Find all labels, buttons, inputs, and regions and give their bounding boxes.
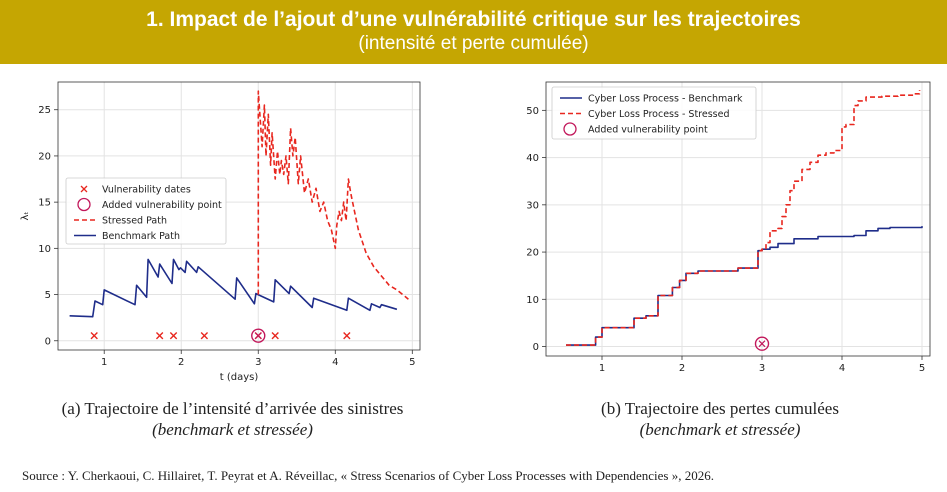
added-vulnerability-cross xyxy=(254,332,262,340)
source-note: Source : Y. Cherkaoui, C. Hillairet, T. … xyxy=(22,468,714,483)
legend-marker-circle xyxy=(77,197,91,212)
y-axis-label: λₜ xyxy=(20,212,31,221)
y-tick-label: 25 xyxy=(38,105,51,116)
legend-marker-circle xyxy=(563,122,577,136)
legend-label: Added vulnerability point xyxy=(102,200,222,211)
vulnerability-date-marker xyxy=(169,331,178,340)
x-tick-label: 2 xyxy=(679,363,685,374)
legend-label: Stressed Path xyxy=(102,216,167,227)
x-tick-label: 1 xyxy=(101,357,107,368)
caption-a-line2: (benchmark et stressée) xyxy=(152,420,313,439)
y-tick-label: 10 xyxy=(526,295,539,306)
cumulative-loss-chart-panel: 1 2 3 4 5 0 10 20 30 40 50 Cyber Loss Process - Ben… xyxy=(510,76,940,394)
y-tick-label: 50 xyxy=(526,106,539,117)
legend-marker-x xyxy=(80,185,88,193)
legend-label: Cyber Loss Process - Stressed xyxy=(588,109,730,120)
legend-box xyxy=(65,177,227,245)
page-title: 1. Impact de l’ajout d’une vulnérabilité… xyxy=(146,8,801,31)
added-vulnerability-cross xyxy=(758,340,766,348)
x-tick-label: 5 xyxy=(919,363,925,374)
x-tick-label: 3 xyxy=(759,363,765,374)
added-vulnerability-point xyxy=(754,336,770,351)
legend-box xyxy=(551,86,757,140)
caption-a: (a) Trajectoire de l’intensité d’arrivée… xyxy=(10,398,455,440)
vulnerability-date-marker xyxy=(200,331,209,340)
plot-frame xyxy=(57,81,421,351)
y-tick-label: 10 xyxy=(38,244,51,255)
vulnerability-date-marker xyxy=(155,331,164,340)
benchmark-path-line xyxy=(69,258,398,318)
added-vulnerability-point xyxy=(251,328,266,343)
y-tick-label: 20 xyxy=(38,151,51,162)
caption-b-line1: (b) Trajectoire des pertes cumulées xyxy=(601,399,839,418)
legend-label: Benchmark Path xyxy=(102,231,180,242)
y-tick-label: 40 xyxy=(526,153,539,164)
vulnerability-date-marker xyxy=(343,331,351,340)
caption-a-line1: (a) Trajectoire de l’intensité d’arrivée… xyxy=(61,399,404,418)
cyber-loss-process-stressed-line xyxy=(566,90,921,346)
x-tick-label: 1 xyxy=(599,363,605,374)
y-tick-label: 30 xyxy=(526,200,539,211)
vulnerability-date-marker xyxy=(90,331,98,340)
vulnerability-date-marker xyxy=(271,331,279,340)
x-tick-label: 3 xyxy=(255,357,261,368)
caption-b: (b) Trajectoire des pertes cumulées (ben… xyxy=(505,398,935,440)
stressed-path-line xyxy=(257,90,409,300)
intensity-chart-panel: 1 2 3 4 5 0 5 10 15 20 25 t (days) λₜ Vulnerability d… xyxy=(10,76,435,394)
legend-label: Added vulnerability point xyxy=(588,125,708,136)
legend-label: Vulnerability dates xyxy=(102,185,191,196)
y-tick-label: 0 xyxy=(45,336,51,347)
y-tick-label: 0 xyxy=(533,342,539,353)
legend-label: Cyber Loss Process - Benchmark xyxy=(588,94,743,105)
plot-frame xyxy=(545,81,931,357)
title-banner: 1. Impact de l’ajout d’une vulnérabilité… xyxy=(0,0,947,64)
x-tick-label: 2 xyxy=(178,357,184,368)
x-tick-label: 5 xyxy=(409,357,415,368)
cyber-loss-process-benchmark-line xyxy=(566,226,923,346)
caption-b-line2: (benchmark et stressée) xyxy=(639,420,801,439)
x-axis-label: t (days) xyxy=(220,372,259,383)
y-tick-label: 20 xyxy=(526,248,539,259)
y-tick-label: 5 xyxy=(45,290,51,301)
x-tick-label: 4 xyxy=(332,357,338,368)
page-subtitle: (intensité et perte cumulée) xyxy=(358,33,589,54)
y-tick-label: 15 xyxy=(38,198,51,209)
intensity-chart: 1 2 3 4 5 0 5 10 15 20 25 t (days) λₜ Vulnerability d… xyxy=(20,81,421,383)
x-tick-label: 4 xyxy=(839,363,845,374)
